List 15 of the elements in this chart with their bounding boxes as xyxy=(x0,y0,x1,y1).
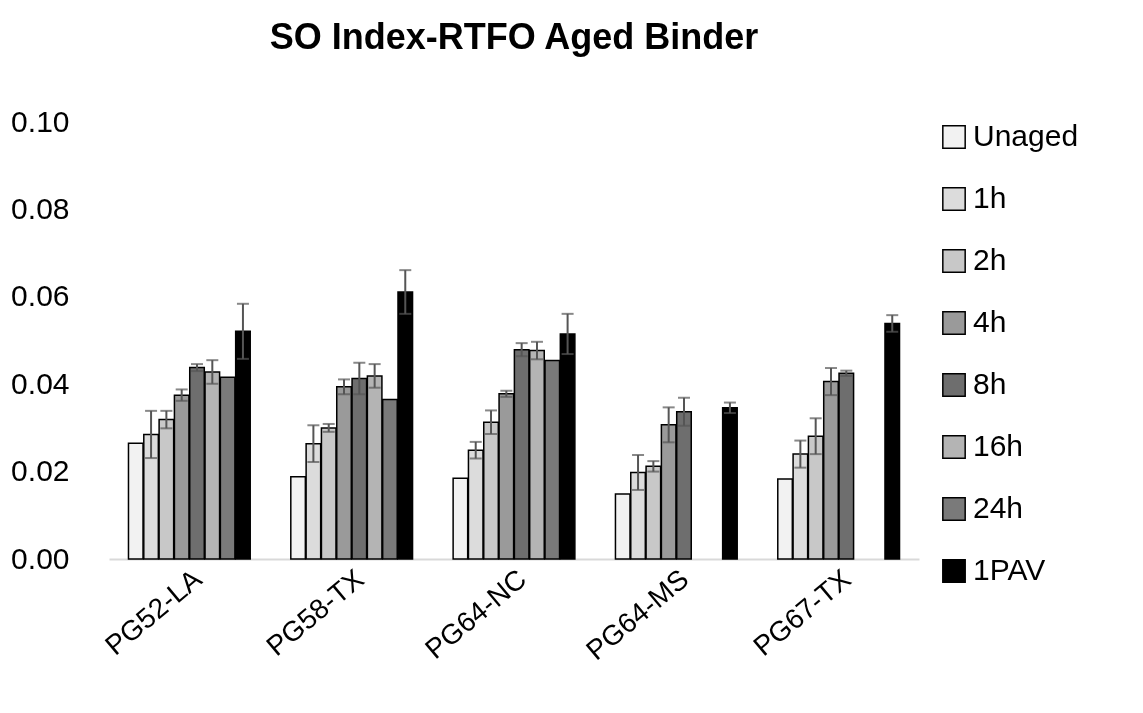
legend-label: 2h xyxy=(973,243,1007,276)
y-tick-label: 0.02 xyxy=(11,454,70,488)
y-tick-label: 0.00 xyxy=(11,541,70,575)
legend-label: 24h xyxy=(973,491,1024,524)
legend-label: 4h xyxy=(973,305,1007,338)
y-tick-label: 0.08 xyxy=(11,191,70,225)
y-tick-label: 0.06 xyxy=(11,279,70,313)
legend-label: 1h xyxy=(973,181,1007,214)
legend-label: 8h xyxy=(973,367,1007,400)
chart-title: SO Index-RTFO Aged Binder xyxy=(269,16,759,57)
y-tick-label: 0.04 xyxy=(11,366,70,400)
legend-label: Unaged xyxy=(973,119,1079,152)
legend-label: 1PAV xyxy=(973,553,1046,586)
y-tick-label: 0.10 xyxy=(11,104,70,138)
legend-label: 16h xyxy=(973,429,1024,462)
